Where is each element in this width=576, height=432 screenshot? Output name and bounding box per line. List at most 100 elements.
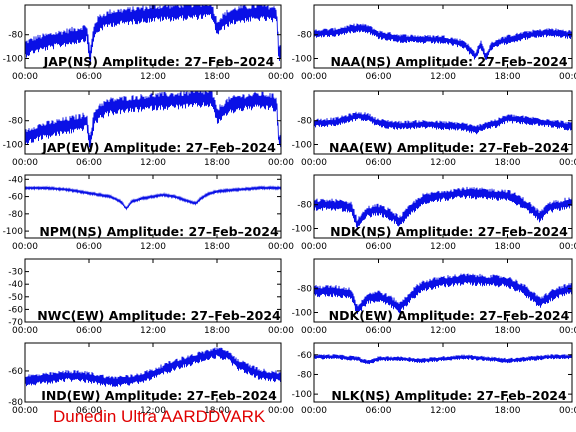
chart-panel-2: 00:00 06:00 12:00 18:00 00:00 -80 -100 JAP(EW) … <box>3 90 294 168</box>
y-tick-label: -80 <box>8 31 23 41</box>
chart-title: NLK(NS) Amplitude: 27–Feb–2024 <box>331 388 567 403</box>
y-tick-label: -40 <box>8 280 23 290</box>
x-tick-label: 18:00 <box>495 406 521 416</box>
y-tick-label: -100 <box>3 227 24 237</box>
chart-panel-0: 00:00 06:00 12:00 18:00 00:00 -80 -100 JAP(NS) … <box>3 4 294 82</box>
y-tick-label: -80 <box>8 398 23 408</box>
x-tick-label: 18:00 <box>495 158 521 168</box>
y-tick-label: -60 <box>297 351 312 361</box>
x-tick-label: 12:00 <box>140 406 166 416</box>
series-line-9-0 <box>314 354 572 365</box>
chart-title: IND(EW) Amplitude: 27–Feb–2024 <box>41 388 277 403</box>
y-tick-label: -60 <box>8 305 23 315</box>
x-tick-label: 00:00 <box>301 326 327 336</box>
series-line-2-0 <box>25 91 281 151</box>
x-tick-label: 06:00 <box>366 72 392 82</box>
x-tick-label: 06:00 <box>366 242 392 252</box>
chart-panel-1: 00:00 06:00 12:00 18:00 00:00 -80 -100 NAA(NS) … <box>292 4 576 82</box>
y-tick-label: -100 <box>292 140 313 150</box>
y-tick-label: -100 <box>3 140 24 150</box>
y-tick-label: -80 <box>8 210 23 220</box>
x-tick-label: 00:00 <box>268 242 294 252</box>
x-tick-label: 00:00 <box>559 326 576 336</box>
chart-title: JAP(EW) Amplitude: 27–Feb–2024 <box>41 140 276 155</box>
x-tick-label: 12:00 <box>140 242 166 252</box>
x-tick-label: 18:00 <box>204 326 230 336</box>
y-tick-label: -100 <box>3 54 24 64</box>
y-tick-label: -80 <box>8 117 23 127</box>
chart-title: JAP(NS) Amplitude: 27–Feb–2024 <box>43 54 275 69</box>
x-tick-label: 00:00 <box>268 72 294 82</box>
series-line-3-0 <box>314 111 572 135</box>
series-line-1-0 <box>314 23 572 60</box>
chart-panel-3: 00:00 06:00 12:00 18:00 00:00 -80 -100 NAA(EW) … <box>292 90 576 168</box>
x-tick-label: 18:00 <box>204 158 230 168</box>
chart-title: NWC(EW) Amplitude: 27–Feb–2024 <box>37 308 281 323</box>
y-tick-label: -60 <box>8 367 23 377</box>
x-tick-label: 00:00 <box>268 158 294 168</box>
x-tick-label: 00:00 <box>268 406 294 416</box>
chart-panel-5: 00:00 06:00 12:00 18:00 00:00 -80 -100 NDK(NS) … <box>292 174 576 252</box>
x-tick-label: 18:00 <box>204 242 230 252</box>
x-tick-label: 00:00 <box>301 242 327 252</box>
x-tick-label: 00:00 <box>559 242 576 252</box>
chart-panel-9: 00:00 06:00 12:00 18:00 00:00 -60 -80 -100 NLK(N… <box>292 342 576 416</box>
y-tick-label: -100 <box>292 390 313 400</box>
x-tick-label: 00:00 <box>559 72 576 82</box>
x-tick-label: 18:00 <box>495 326 521 336</box>
y-tick-label: -40 <box>8 175 23 185</box>
y-tick-label: -100 <box>292 308 313 318</box>
y-tick-label: -30 <box>8 268 23 278</box>
y-tick-label: -80 <box>297 31 312 41</box>
y-tick-label: -80 <box>297 370 312 380</box>
y-tick-label: -50 <box>8 293 23 303</box>
x-tick-label: 12:00 <box>430 72 456 82</box>
chart-panel-4: 00:00 06:00 12:00 18:00 00:00 -40 -60 -80 -100 NP… <box>3 174 294 252</box>
x-tick-label: 00:00 <box>12 406 38 416</box>
x-tick-label: 06:00 <box>366 406 392 416</box>
y-tick-label: -60 <box>8 193 23 203</box>
x-tick-label: 06:00 <box>76 406 102 416</box>
x-tick-label: 18:00 <box>204 406 230 416</box>
x-tick-label: 18:00 <box>495 72 521 82</box>
chart-title: NAA(EW) Amplitude: 27–Feb–2024 <box>329 140 569 155</box>
y-tick-label: -80 <box>297 285 312 295</box>
x-tick-label: 00:00 <box>12 72 38 82</box>
x-tick-label: 06:00 <box>76 72 102 82</box>
x-tick-label: 12:00 <box>140 72 166 82</box>
chart-title: NDK(EW) Amplitude: 27–Feb–2024 <box>329 308 570 323</box>
series-line-7-0 <box>314 273 572 315</box>
x-tick-label: 12:00 <box>140 326 166 336</box>
y-tick-label: -80 <box>297 201 312 211</box>
chart-title: NDK(NS) Amplitude: 27–Feb–2024 <box>330 224 568 239</box>
x-tick-label: 00:00 <box>301 406 327 416</box>
x-tick-label: 00:00 <box>559 158 576 168</box>
x-tick-label: 12:00 <box>430 326 456 336</box>
y-tick-label: -70 <box>8 318 23 328</box>
x-tick-label: 18:00 <box>495 242 521 252</box>
x-tick-label: 00:00 <box>301 158 327 168</box>
chart-panel-6: 00:00 06:00 12:00 18:00 00:00 -30 -40 -50 -60 -70… <box>8 258 294 336</box>
y-tick-label: -100 <box>292 224 313 234</box>
x-tick-label: 00:00 <box>559 406 576 416</box>
x-tick-label: 00:00 <box>12 326 38 336</box>
x-tick-label: 12:00 <box>430 406 456 416</box>
chart-panel-8: 00:00 06:00 12:00 18:00 00:00 -60 -80 IND(EW) A… <box>8 342 294 416</box>
x-tick-label: 06:00 <box>76 158 102 168</box>
y-tick-label: -100 <box>292 54 313 64</box>
x-tick-label: 12:00 <box>430 158 456 168</box>
x-tick-label: 00:00 <box>12 158 38 168</box>
series-line-4-0 <box>25 185 281 211</box>
chart-panel-7: 00:00 06:00 12:00 18:00 00:00 -80 -100 NDK(EW) … <box>292 258 576 336</box>
series-line-5-0 <box>314 186 572 229</box>
x-tick-label: 06:00 <box>76 326 102 336</box>
chart-title: NPM(NS) Amplitude: 27–Feb–2024 <box>39 224 279 239</box>
x-tick-label: 12:00 <box>430 242 456 252</box>
x-tick-label: 06:00 <box>76 242 102 252</box>
y-tick-label: -80 <box>297 117 312 127</box>
x-tick-label: 12:00 <box>140 158 166 168</box>
x-tick-label: 06:00 <box>366 326 392 336</box>
x-tick-label: 00:00 <box>12 242 38 252</box>
x-tick-label: 00:00 <box>301 72 327 82</box>
